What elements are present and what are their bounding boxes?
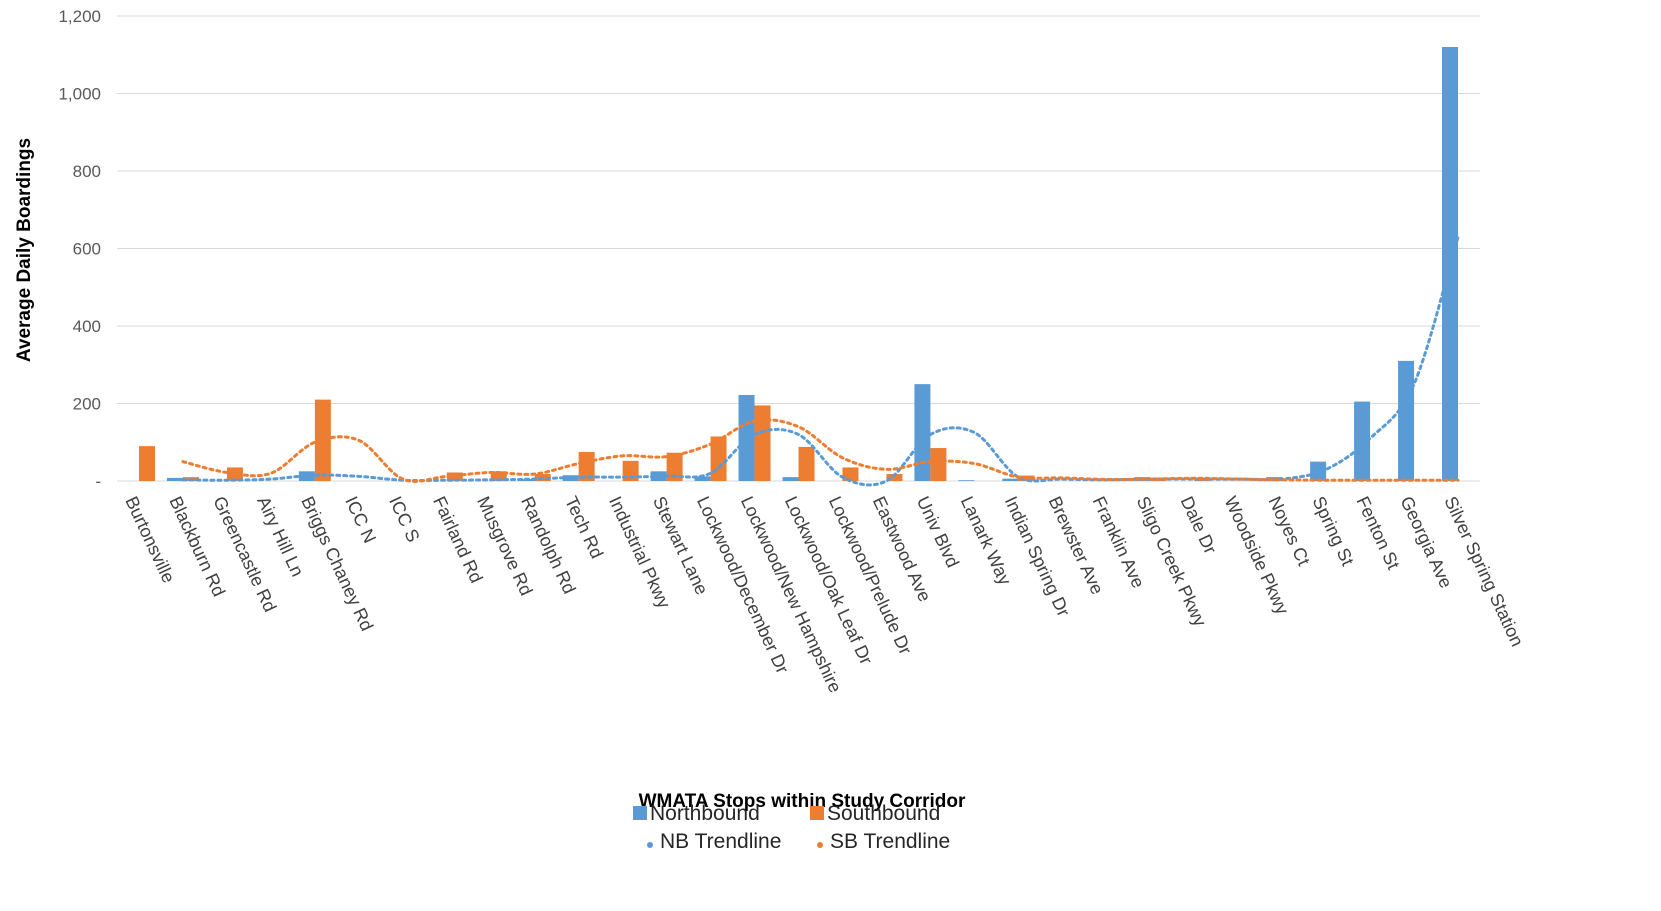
y-tick-label: 400	[73, 317, 101, 336]
southbound-bar	[666, 452, 683, 481]
southbound-bar	[138, 446, 155, 481]
southbound-bar	[886, 474, 903, 481]
x-tick-label: Univ Blvd	[913, 493, 963, 570]
legend-nb-trendline-swatch	[647, 842, 653, 848]
legend-southbound-label: Southbound	[827, 802, 940, 825]
y-tick-label: 600	[73, 240, 101, 259]
y-tick-label: 1,000	[58, 85, 101, 104]
legend-nb-trendline-label: NB Trendline	[660, 830, 781, 853]
legend-sb-trendline-swatch	[817, 842, 823, 848]
northbound-bar	[1002, 478, 1019, 481]
y-tick-label: 200	[73, 395, 101, 414]
legend: Northbound Southbound NB Trendline SB Trend…	[633, 802, 950, 853]
northbound-bar	[694, 476, 711, 481]
x-axis-title: WMATA Stops within Study Corridor	[639, 791, 966, 812]
x-tick-label: Tech Rd	[561, 493, 607, 561]
nb-trendline	[181, 235, 1460, 487]
bars	[138, 47, 1459, 481]
southbound-bar	[490, 471, 507, 481]
southbound-bar	[314, 399, 331, 481]
southbound-bar	[578, 451, 595, 481]
x-tick-label: Dale Dr	[1177, 493, 1221, 557]
x-tick-label: ICC N	[341, 493, 380, 546]
trendlines	[181, 235, 1460, 487]
x-tick-label: Noyes Ct	[1265, 493, 1314, 569]
legend-southbound-swatch	[810, 806, 824, 820]
northbound-bar	[1354, 401, 1371, 481]
x-tick-label: ICC S	[385, 493, 423, 545]
northbound-bar	[782, 477, 799, 481]
y-tick-label: 800	[73, 162, 101, 181]
y-tick-labels: - 200 400 600 800 1,000 1,200	[58, 7, 101, 491]
northbound-bar	[1310, 461, 1327, 481]
southbound-bar	[754, 405, 771, 481]
x-tick-label: Spring St	[1308, 493, 1357, 569]
southbound-bar	[226, 467, 243, 481]
northbound-bar	[738, 394, 755, 481]
legend-sb-trendline-label: SB Trendline	[830, 830, 950, 853]
y-axis-title: Average Daily Boardings	[14, 138, 35, 362]
northbound-bar	[166, 477, 183, 481]
northbound-bar	[1398, 360, 1415, 481]
x-tick-label: Fenton St	[1352, 493, 1403, 572]
sb-trendline	[181, 418, 1460, 483]
northbound-bar	[914, 384, 931, 481]
southbound-bar	[842, 467, 859, 481]
northbound-bar	[298, 471, 315, 481]
southbound-bar	[798, 446, 815, 481]
gridlines	[117, 15, 1480, 482]
legend-northbound-swatch	[633, 806, 647, 820]
x-tick-label: Lockwood/Prelude Dr	[825, 493, 916, 657]
southbound-bar	[930, 448, 947, 481]
y-tick-label: -	[95, 472, 101, 491]
x-tick-label: Silver Spring Station	[1440, 493, 1527, 649]
legend-northbound-label: Northbound	[650, 802, 760, 825]
y-tick-label: 1,200	[58, 7, 101, 26]
northbound-bar	[958, 480, 975, 481]
